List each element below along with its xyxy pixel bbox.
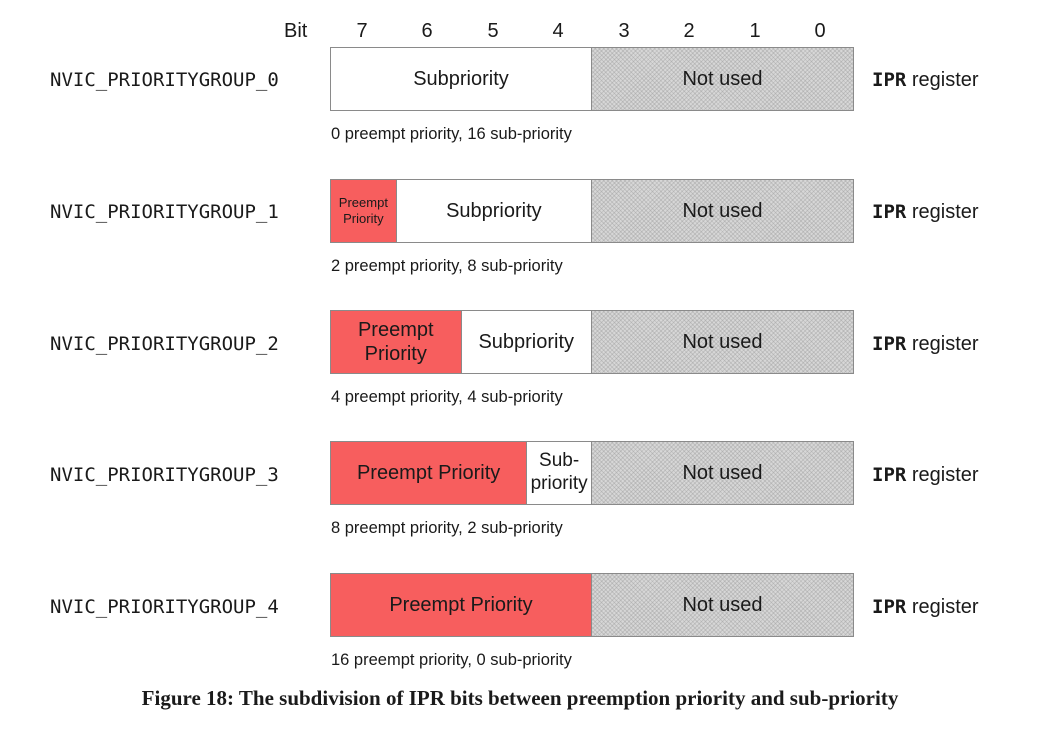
group-caption: 8 preempt priority, 2 sub-priority <box>331 519 563 537</box>
register-bar: Preempt Priority Subpriority Not used <box>330 310 854 374</box>
not-used-segment: Not used <box>592 442 853 504</box>
group-caption: 2 preempt priority, 8 sub-priority <box>331 257 563 275</box>
register-bar: Preempt Priority Not used <box>330 573 854 637</box>
bit-number-0: 0 <box>814 20 826 42</box>
group-name: NVIC_PRIORITYGROUP_0 <box>50 69 279 91</box>
group-caption: 4 preempt priority, 4 sub-priority <box>331 388 563 406</box>
ipr-register-label: IPR register <box>872 333 979 356</box>
subpriority-segment: Subpriority <box>331 48 592 110</box>
bit-number-7: 7 <box>356 20 368 42</box>
ipr-register-label: IPR register <box>872 596 979 619</box>
bit-number-5: 5 <box>487 20 499 42</box>
group-caption: 16 preempt priority, 0 sub-priority <box>331 651 572 669</box>
bit-number-4: 4 <box>552 20 564 42</box>
ipr-code: IPR <box>872 464 907 486</box>
group-caption: 0 preempt priority, 16 sub-priority <box>331 125 572 143</box>
subpriority-segment: Subpriority <box>396 180 592 242</box>
register-text: register <box>906 464 979 486</box>
ipr-code: IPR <box>872 333 907 355</box>
ipr-register-label: IPR register <box>872 69 979 92</box>
register-text: register <box>906 201 979 223</box>
subpriority-segment: Subpriority <box>461 311 592 373</box>
group-name: NVIC_PRIORITYGROUP_3 <box>50 464 279 486</box>
register-text: register <box>906 596 979 618</box>
register-bar: Preempt Priority Sub- priority Not used <box>330 441 854 505</box>
register-bar: Preempt Priority Subpriority Not used <box>330 179 854 243</box>
preempt-priority-segment: Preempt Priority <box>331 442 528 504</box>
not-used-segment: Not used <box>592 180 853 242</box>
figure-caption: Figure 18: The subdivision of IPR bits b… <box>141 686 899 710</box>
register-text: register <box>906 333 979 355</box>
subpriority-segment: Sub- priority <box>527 442 592 504</box>
not-used-segment: Not used <box>592 311 853 373</box>
group-name: NVIC_PRIORITYGROUP_2 <box>50 333 279 355</box>
preempt-priority-segment: Preempt Priority <box>331 574 592 636</box>
preempt-priority-segment: Preempt Priority <box>331 180 397 242</box>
bit-number-6: 6 <box>421 20 433 42</box>
register-bar: Subpriority Not used <box>330 47 854 111</box>
bit-number-2: 2 <box>683 20 695 42</box>
bit-header-label: Bit <box>284 20 308 42</box>
group-name: NVIC_PRIORITYGROUP_1 <box>50 201 279 223</box>
not-used-segment: Not used <box>592 48 853 110</box>
not-used-segment: Not used <box>592 574 853 636</box>
ipr-register-label: IPR register <box>872 464 979 487</box>
ipr-register-label: IPR register <box>872 201 979 224</box>
group-name: NVIC_PRIORITYGROUP_4 <box>50 596 279 618</box>
bit-number-1: 1 <box>749 20 761 42</box>
ipr-code: IPR <box>872 596 907 618</box>
ipr-code: IPR <box>872 69 907 91</box>
ipr-code: IPR <box>872 201 907 223</box>
register-text: register <box>906 69 979 91</box>
preempt-priority-segment: Preempt Priority <box>331 311 462 373</box>
bit-number-3: 3 <box>618 20 630 42</box>
